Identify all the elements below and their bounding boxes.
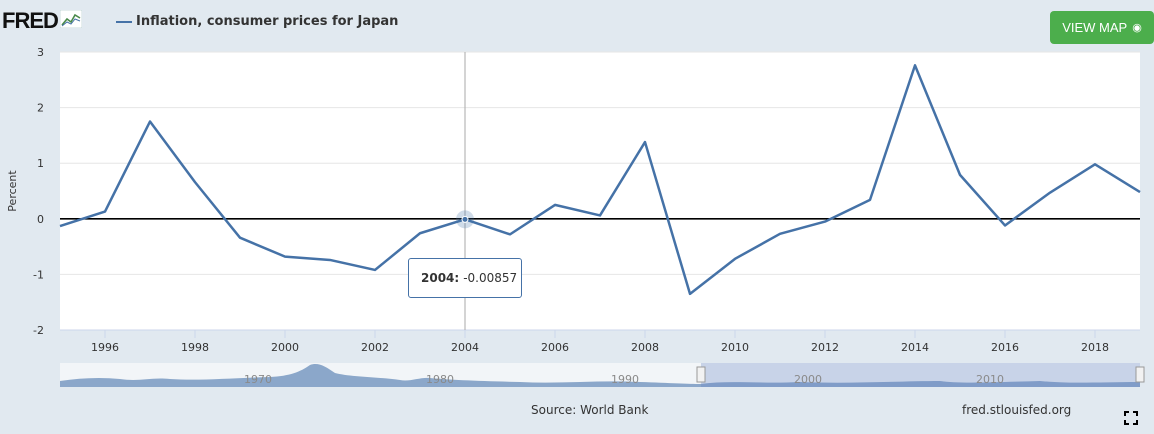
data-point[interactable] (328, 258, 332, 262)
y-tick-label: -2 (33, 324, 44, 337)
y-tick-label: 0 (37, 213, 44, 226)
data-point[interactable] (778, 232, 782, 236)
x-tick-label: 2002 (361, 341, 389, 354)
x-tick-label: 2000 (271, 341, 299, 354)
y-tick-label: 1 (37, 157, 44, 170)
x-tick-label: 1996 (91, 341, 119, 354)
navigator-label: 1980 (426, 373, 454, 386)
data-tooltip: 2004: -0.00857 (408, 258, 522, 298)
x-tick-label: 1998 (181, 341, 209, 354)
expand-icon[interactable] (1124, 411, 1138, 425)
navigator-right-handle[interactable] (1135, 366, 1145, 383)
data-point[interactable] (823, 220, 827, 224)
data-point[interactable] (958, 173, 962, 177)
data-point[interactable] (733, 257, 737, 261)
x-tick-label: 2004 (451, 341, 479, 354)
data-point[interactable] (598, 213, 602, 217)
navigator-series-area (60, 363, 1140, 387)
data-point[interactable] (148, 120, 152, 124)
x-tick-label: 2016 (991, 341, 1019, 354)
x-tick-label: 2012 (811, 341, 839, 354)
view-map-label: VIEW MAP (1062, 20, 1128, 35)
y-tick-label: 2 (37, 102, 44, 115)
series-line (59, 64, 1141, 296)
data-point[interactable] (418, 231, 422, 235)
data-point[interactable] (1003, 223, 1007, 227)
legend-label: Inflation, consumer prices for Japan (136, 14, 399, 29)
data-point[interactable] (103, 210, 107, 214)
chart-legend[interactable]: Inflation, consumer prices for Japan (116, 14, 398, 29)
plot-area (60, 52, 1140, 330)
y-tick-label: 3 (37, 46, 44, 59)
data-point[interactable] (283, 255, 287, 259)
data-point[interactable] (238, 236, 242, 240)
navigator-label: 2010 (976, 373, 1004, 386)
logo-text: FRED (2, 8, 59, 33)
data-point[interactable] (868, 198, 872, 202)
data-point[interactable] (913, 63, 917, 67)
view-map-button[interactable]: VIEW MAP ◉ (1050, 11, 1154, 44)
x-tick-label: 2006 (541, 341, 569, 354)
x-tick-label: 2010 (721, 341, 749, 354)
tooltip-value: -0.00857 (463, 271, 518, 285)
navigator-label: 1990 (611, 373, 639, 386)
data-point[interactable] (193, 180, 197, 184)
hover-point (461, 215, 469, 223)
legend-line-swatch (116, 20, 132, 23)
data-point[interactable] (1138, 190, 1142, 194)
navigator[interactable]: 1970 1980 1990 2000 2010 (60, 363, 1145, 387)
data-point[interactable] (373, 268, 377, 272)
navigator-label: 2000 (794, 373, 822, 386)
globe-icon: ◉ (1132, 22, 1142, 34)
y-tick-label: -1 (33, 268, 44, 281)
data-point[interactable] (1048, 191, 1052, 195)
data-point[interactable] (508, 232, 512, 236)
line-chart[interactable]: 1996 1998 2000 2002 2004 2006 2008 2010 2012 2014… (0, 0, 1154, 400)
fred-logo[interactable]: FRED (2, 8, 82, 34)
data-point[interactable] (58, 224, 62, 228)
navigator-selected-range[interactable] (701, 363, 1140, 387)
y-axis-title: Percent (6, 170, 19, 212)
navigator-left-handle[interactable] (696, 366, 706, 383)
source-text: Source: World Bank (531, 403, 649, 417)
data-point[interactable] (1093, 162, 1097, 166)
site-link[interactable]: fred.stlouisfed.org (962, 403, 1072, 417)
tooltip-label: 2004: (421, 271, 460, 285)
logo-chart-icon (59, 10, 82, 28)
data-point[interactable] (688, 292, 692, 296)
x-tick-label: 2014 (901, 341, 929, 354)
navigator-label: 1970 (244, 373, 272, 386)
x-tick-label: 2018 (1081, 341, 1109, 354)
data-point[interactable] (643, 140, 647, 144)
data-point[interactable] (553, 203, 557, 207)
x-tick-label: 2008 (631, 341, 659, 354)
